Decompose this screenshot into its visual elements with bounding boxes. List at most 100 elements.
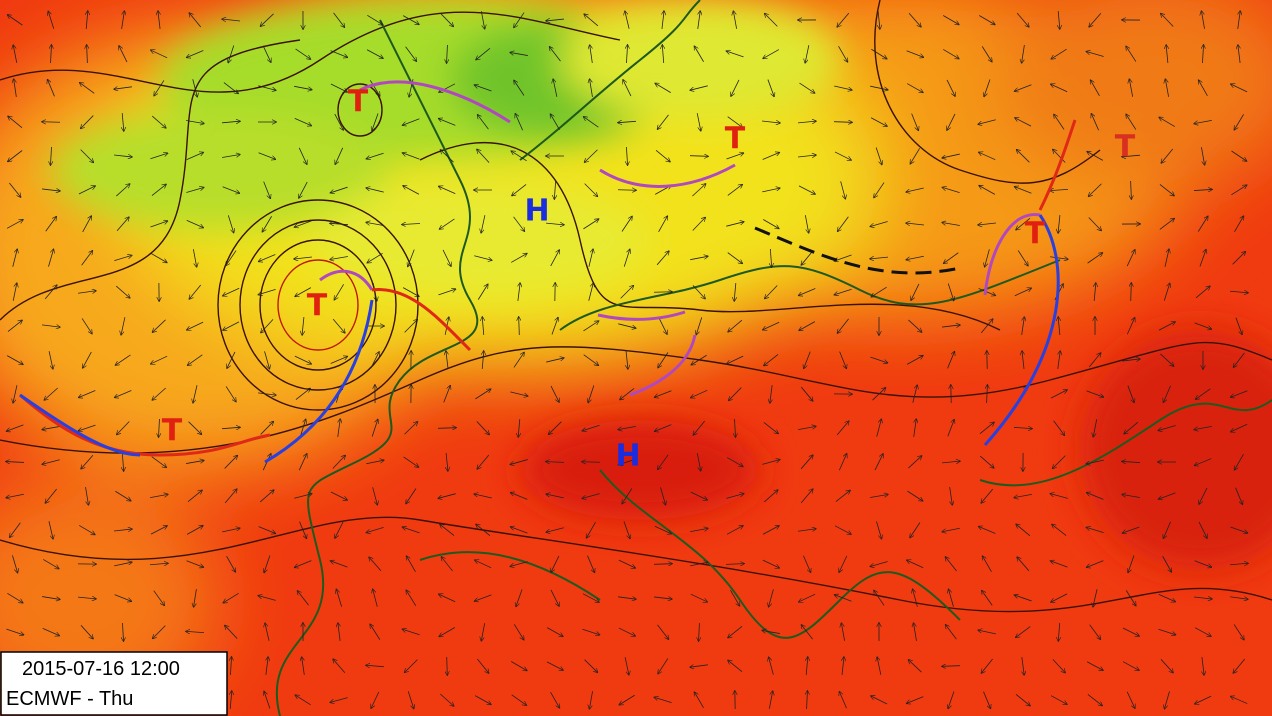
- wind-arrow: [438, 493, 456, 499]
- wind-arrow: [1022, 45, 1025, 63]
- wind-arrow: [768, 691, 772, 709]
- wind-arrow: [653, 292, 672, 293]
- wind-arrow: [1201, 147, 1204, 165]
- wind-arrow: [1229, 291, 1248, 293]
- wind-arrow: [477, 454, 490, 469]
- wind-arrow: [372, 283, 377, 301]
- wind-arrow: [152, 319, 166, 332]
- wind-arrow: [366, 665, 385, 666]
- wind-arrow: [159, 418, 160, 437]
- wind-arrow: [653, 564, 672, 565]
- wind-arrow: [983, 691, 991, 709]
- wind-arrow: [1086, 459, 1104, 464]
- wind-arrow: [798, 426, 816, 431]
- wind-arrow: [551, 555, 560, 572]
- wind-arrow: [1123, 526, 1140, 533]
- wind-arrow: [266, 657, 268, 675]
- wind-arrow: [910, 148, 920, 163]
- wind-arrow: [299, 521, 307, 539]
- wind-arrow: [1194, 119, 1212, 123]
- wind-arrow: [618, 559, 635, 568]
- wind-arrow: [942, 666, 961, 667]
- wind-arrow: [658, 216, 668, 233]
- wind-arrow: [727, 355, 744, 364]
- wind-arrow: [482, 351, 483, 370]
- wind-arrow: [330, 356, 348, 364]
- wind-arrow: [186, 120, 204, 124]
- wind-arrow: [438, 289, 455, 296]
- wind-arrow: [369, 557, 382, 572]
- wind-arrow: [979, 455, 994, 468]
- wind-arrow: [259, 254, 276, 262]
- wind-arrow: [1016, 626, 1031, 638]
- wind-arrow: [980, 319, 992, 334]
- wind-arrow: [1087, 560, 1104, 568]
- wind-arrow: [837, 12, 850, 27]
- wind-arrow: [626, 351, 628, 369]
- wind-arrow: [1050, 256, 1068, 260]
- wind-arrow: [1232, 252, 1246, 265]
- wind-arrow: [514, 12, 525, 28]
- wind-arrow: [1122, 495, 1140, 498]
- wind-arrow: [906, 187, 924, 192]
- wind-arrow: [765, 14, 778, 27]
- wind-arrow: [726, 153, 744, 160]
- wind-arrow: [8, 15, 23, 26]
- wind-arrow: [618, 426, 636, 429]
- wind-arrow: [942, 527, 960, 532]
- wind-arrow: [480, 11, 484, 29]
- wind-arrow: [874, 591, 885, 606]
- wind-arrow: [1194, 597, 1212, 599]
- wind-arrow: [189, 284, 202, 299]
- wind-arrow: [840, 181, 846, 198]
- wind-arrow: [258, 596, 276, 601]
- wind-arrow: [115, 285, 130, 298]
- wind-arrow: [690, 562, 708, 567]
- wind-arrow: [510, 459, 528, 465]
- wind-arrow: [870, 221, 888, 227]
- wind-arrow: [334, 113, 343, 130]
- wind-arrow: [1058, 11, 1060, 29]
- wind-arrow: [727, 185, 742, 196]
- wind-arrow: [619, 694, 635, 705]
- wind-arrow: [1199, 250, 1206, 267]
- wind-arrow: [1230, 526, 1248, 533]
- wind-arrow: [947, 352, 955, 369]
- wind-arrow: [584, 14, 599, 27]
- wind-arrow: [550, 114, 560, 130]
- wind-arrow: [727, 252, 742, 264]
- wind-arrow: [692, 285, 705, 298]
- wind-arrow: [801, 250, 814, 265]
- wind-arrow: [1235, 487, 1243, 505]
- cold-front: [264, 299, 374, 464]
- wind-arrow: [115, 390, 132, 398]
- wind-arrow: [1058, 622, 1059, 641]
- wind-arrow: [9, 182, 20, 197]
- warm-front: [371, 288, 472, 352]
- wind-arrow: [1014, 288, 1031, 297]
- wind-arrow: [261, 319, 274, 332]
- wind-arrow: [726, 457, 743, 467]
- wind-arrow: [728, 319, 743, 332]
- wind-arrow: [625, 11, 630, 29]
- wind-arrow: [151, 456, 167, 468]
- wind-arrow: [662, 45, 663, 64]
- wind-arrow: [877, 657, 882, 675]
- wind-arrow: [82, 216, 92, 233]
- wind-arrow: [510, 561, 528, 567]
- wind-arrow: [13, 385, 18, 403]
- wind-arrow: [230, 691, 232, 710]
- wind-arrow: [1089, 624, 1101, 639]
- wind-arrow: [870, 494, 888, 498]
- wind-arrow: [1158, 425, 1176, 431]
- wind-arrow: [1122, 461, 1141, 462]
- wind-arrow: [475, 594, 492, 601]
- wind-arrow: [763, 49, 780, 59]
- low-center: T: [1025, 217, 1046, 252]
- low-center: T: [307, 289, 328, 324]
- cold-front: [19, 393, 141, 457]
- wind-arrow: [1158, 593, 1175, 601]
- wind-arrow: [443, 386, 450, 403]
- wind-arrow: [297, 591, 309, 606]
- wind-arrow: [870, 85, 888, 90]
